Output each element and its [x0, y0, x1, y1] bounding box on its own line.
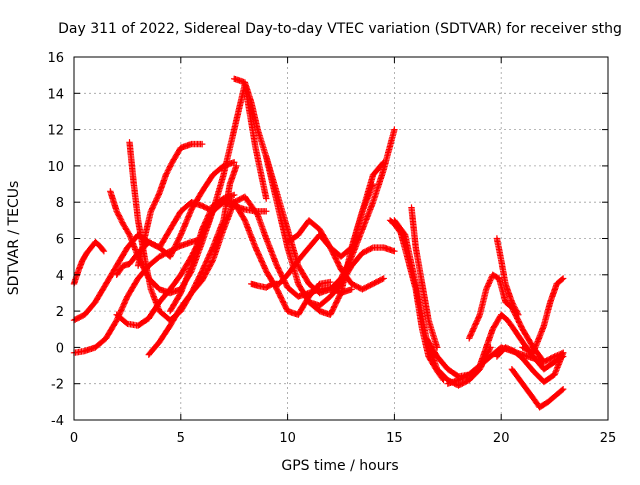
series-sat-18: [408, 204, 441, 351]
series-markers: [134, 140, 206, 269]
series-sat-08: [134, 140, 206, 269]
y-tick-label: 14: [47, 87, 64, 102]
series-sat-23: [493, 344, 567, 386]
grid: [74, 57, 608, 420]
series-sat-14: [284, 159, 387, 260]
series-sat-22: [493, 235, 522, 318]
series-markers: [444, 311, 567, 387]
series-sat-20: [444, 311, 567, 387]
series-sat-05: [113, 159, 238, 278]
series-markers: [493, 344, 567, 386]
series-markers: [519, 275, 567, 356]
y-axis-label: SDTVAR / TECUs: [6, 181, 22, 296]
x-tick-label: 5: [177, 431, 185, 446]
series-sat-15: [305, 244, 398, 309]
x-tick-label: 20: [493, 431, 510, 446]
x-tick-label: 10: [279, 431, 296, 446]
series-sat-24: [508, 366, 567, 411]
series-sat-25: [519, 275, 567, 356]
x-axis-label: GPS time / hours: [281, 458, 398, 474]
series-markers: [408, 204, 441, 351]
y-tick-label: -4: [51, 414, 64, 429]
series-markers: [113, 159, 238, 278]
series-sat-10: [166, 195, 334, 318]
x-tick-label: 0: [70, 431, 78, 446]
y-tick-label: 2: [56, 305, 64, 320]
y-tick-label: 16: [47, 51, 64, 66]
series-markers: [305, 244, 398, 309]
y-tick-label: 6: [56, 233, 64, 248]
series-markers: [508, 366, 567, 411]
chart-title: Day 311 of 2022, Sidereal Day-to-day VTE…: [58, 21, 622, 37]
data-series: [70, 75, 567, 411]
y-tick-label: 12: [47, 124, 64, 139]
y-tick-label: 4: [56, 269, 64, 284]
y-tick-label: 0: [56, 341, 64, 356]
y-tick-label: -2: [51, 378, 64, 393]
series-markers: [284, 159, 387, 260]
axis-ticks: 0 5 10 15 20 25 -4 -2 0 2 4 6 8 10 12 14 16: [47, 51, 616, 446]
series-markers: [493, 235, 522, 318]
y-tick-label: 8: [56, 196, 64, 211]
y-tick-label: 10: [47, 160, 64, 175]
series-markers: [166, 195, 334, 318]
x-tick-label: 15: [386, 431, 403, 446]
x-tick-label: 25: [600, 431, 617, 446]
